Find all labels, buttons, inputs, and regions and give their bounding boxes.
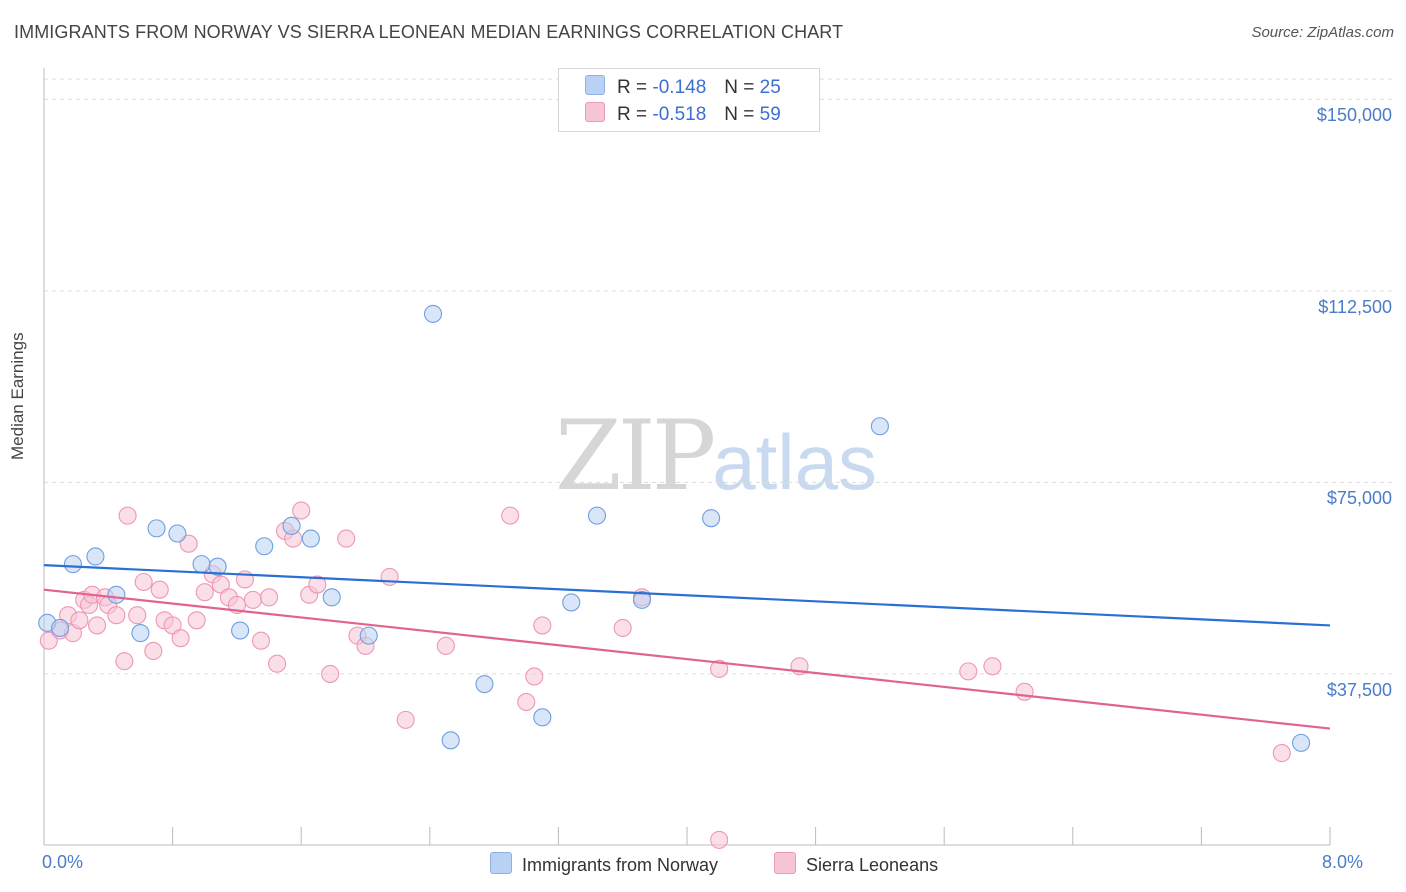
data-point bbox=[475, 675, 494, 694]
data-point bbox=[632, 590, 652, 609]
data-point bbox=[195, 583, 214, 602]
legend-n-label: N = bbox=[724, 77, 755, 98]
data-point bbox=[292, 501, 311, 520]
data-point bbox=[70, 611, 89, 630]
y-tick-label: $150,000 bbox=[1316, 105, 1392, 126]
data-point bbox=[179, 534, 198, 553]
data-point bbox=[107, 606, 126, 625]
data-point bbox=[983, 657, 1002, 676]
data-point bbox=[187, 611, 206, 630]
data-point bbox=[380, 567, 399, 586]
series-label-sierra-leone: Sierra Leoneans bbox=[806, 855, 939, 875]
data-point bbox=[231, 621, 250, 640]
data-point bbox=[525, 667, 544, 686]
data-point bbox=[870, 417, 889, 436]
trend-line bbox=[43, 588, 1331, 730]
data-point bbox=[87, 616, 107, 635]
data-point bbox=[243, 590, 263, 609]
legend-row-norway: R = -0.148 N = 25 bbox=[585, 75, 781, 99]
data-point bbox=[1292, 733, 1311, 752]
data-point bbox=[501, 506, 520, 525]
data-point bbox=[322, 588, 341, 607]
y-tick-label: $112,500 bbox=[1318, 296, 1392, 317]
data-point bbox=[562, 593, 581, 612]
data-point bbox=[163, 616, 182, 635]
x-tick-label-max: 8.0% bbox=[1322, 852, 1364, 872]
data-point bbox=[107, 585, 126, 604]
data-point bbox=[1015, 682, 1034, 701]
data-point bbox=[359, 626, 378, 645]
legend-n-label: N = bbox=[724, 104, 755, 125]
data-point bbox=[255, 537, 274, 556]
data-point bbox=[39, 631, 58, 650]
data-point bbox=[282, 516, 301, 535]
data-point bbox=[86, 547, 105, 566]
data-point bbox=[710, 659, 729, 678]
data-point bbox=[533, 708, 552, 727]
data-point bbox=[436, 636, 455, 655]
data-point bbox=[441, 731, 460, 750]
data-point bbox=[308, 575, 327, 594]
data-point bbox=[251, 631, 271, 650]
data-point bbox=[710, 830, 729, 849]
data-point bbox=[144, 641, 163, 660]
watermark: ZIPatlas bbox=[555, 400, 877, 512]
data-point bbox=[168, 524, 187, 543]
data-point bbox=[131, 624, 150, 643]
series-swatch-sierra-leone bbox=[774, 852, 796, 874]
legend-n-value: 59 bbox=[759, 104, 781, 125]
data-point bbox=[115, 652, 134, 671]
data-point bbox=[171, 629, 190, 648]
data-point bbox=[517, 692, 536, 712]
data-point bbox=[63, 555, 82, 574]
y-tick-label: $75,000 bbox=[1326, 488, 1392, 509]
data-point bbox=[1272, 744, 1291, 763]
data-point bbox=[211, 575, 230, 594]
data-point bbox=[613, 618, 632, 638]
data-point bbox=[533, 616, 552, 635]
data-point bbox=[702, 509, 721, 528]
y-tick-label: $37,500 bbox=[1326, 679, 1392, 700]
series-legend-norway: Immigrants from Norway bbox=[490, 852, 718, 876]
data-point bbox=[268, 654, 287, 673]
data-point bbox=[192, 555, 211, 574]
chart-title: IMMIGRANTS FROM NORWAY VS SIERRA LEONEAN… bbox=[14, 22, 844, 42]
legend-r-value: -0.518 bbox=[652, 104, 707, 125]
legend-r-label: R = bbox=[617, 77, 648, 98]
legend-r-value: -0.148 bbox=[652, 77, 707, 98]
data-point bbox=[51, 618, 70, 638]
source-label: Source: ZipAtlas.com bbox=[1251, 24, 1394, 41]
data-point bbox=[423, 304, 443, 323]
series-legend-sierra-leone: Sierra Leoneans bbox=[774, 852, 938, 876]
series-swatch-norway bbox=[490, 852, 512, 874]
data-point bbox=[134, 572, 153, 592]
data-point bbox=[208, 557, 227, 576]
legend-row-sierra-leone: R = -0.518 N = 59 bbox=[585, 102, 781, 126]
trend-line bbox=[43, 564, 1331, 627]
data-point bbox=[959, 662, 978, 681]
legend-swatch-sierra-leone bbox=[585, 102, 605, 122]
data-point bbox=[128, 606, 147, 625]
stats-legend: R = -0.148 N = 25 R = -0.518 N = 59 bbox=[558, 68, 820, 132]
series-label-norway: Immigrants from Norway bbox=[522, 855, 719, 875]
data-point bbox=[587, 506, 607, 525]
data-point bbox=[396, 710, 415, 729]
data-point bbox=[337, 529, 356, 548]
data-point bbox=[147, 519, 166, 538]
data-point bbox=[150, 580, 169, 599]
watermark-zip: ZIP bbox=[555, 400, 716, 512]
watermark-atlas: atlas bbox=[712, 418, 877, 506]
data-point bbox=[118, 506, 137, 525]
legend-r-label: R = bbox=[617, 104, 648, 125]
legend-n-value: 25 bbox=[759, 77, 781, 98]
legend-swatch-norway bbox=[585, 75, 605, 95]
data-point bbox=[321, 664, 340, 683]
x-tick-label-min: 0.0% bbox=[42, 852, 84, 872]
data-point bbox=[259, 588, 279, 607]
data-point bbox=[301, 529, 320, 548]
